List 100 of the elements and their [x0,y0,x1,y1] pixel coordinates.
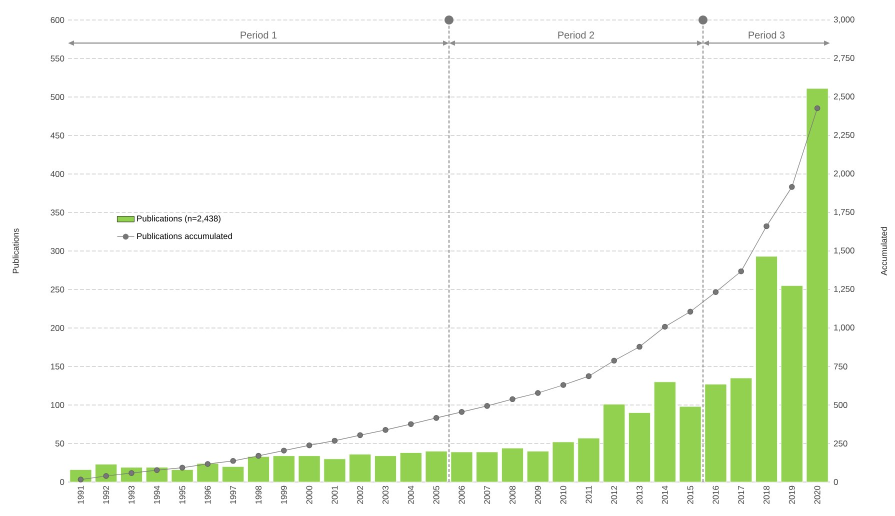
point [636,344,642,350]
point [764,223,770,230]
bar [95,464,118,482]
bar [374,456,396,482]
point [687,308,694,315]
legend-label: Publications accumulated [137,232,232,240]
point [204,461,211,467]
bar [552,442,574,482]
y-tick-label: 450 [50,132,64,138]
x-tick-label: 2012 [611,486,618,504]
point [154,467,160,474]
point [78,476,84,482]
point [484,403,490,409]
point [789,184,795,190]
point [306,442,312,448]
bar [654,382,676,482]
bar [704,384,727,482]
x-tick-label: 2018 [764,486,770,504]
bar [756,256,778,482]
y-tick-label: 150 [50,364,64,370]
bar [425,451,448,482]
x-tick-label: 2009 [534,486,541,504]
bar [272,456,295,482]
point [458,409,465,415]
x-tick-label: 2005 [433,486,440,504]
x-tick-label: 1997 [230,486,236,504]
bar [502,448,524,482]
bar [400,452,422,482]
y2-tick-label: 1,750 [834,209,854,216]
y2-tick-label: 250 [834,440,848,446]
x-tick-label: 2000 [306,486,312,504]
bar [324,458,346,482]
bar [222,466,244,482]
point [408,421,414,427]
x-tick-label: 1998 [256,486,262,504]
y-tick-label: 250 [50,286,64,292]
point [382,427,388,433]
y-tick-label: 300 [50,248,64,254]
y2-tick-label: 2,000 [834,170,854,178]
bar [298,456,320,482]
x-tick-label: 2013 [636,486,642,504]
y2-tick-label: 750 [834,364,848,370]
y-tick-label: 50 [55,440,64,446]
x-tick-label: 2020 [814,486,820,504]
bar [806,88,828,482]
point [357,432,363,438]
x-tick-label: 2002 [357,486,364,504]
x-tick-label: 1992 [103,486,110,504]
y2-tick-label: 2,500 [834,94,854,100]
annotation: Period 3 [748,31,785,39]
x-tick-label: 1996 [204,486,211,504]
y2-tick-label: 500 [834,402,848,408]
bar [679,406,702,482]
point [586,373,592,380]
x-tick-label: 2016 [712,486,719,504]
point [230,458,236,464]
y2-axis-title: Accumulated [880,227,887,276]
bar [628,412,650,482]
annotation: Period 2 [558,31,594,39]
x-tick-label: 2003 [382,486,388,504]
point [712,289,719,296]
x-tick-label: 2011 [586,486,592,504]
y2-tick-label: 0 [834,479,838,485]
point [179,464,186,471]
y-tick-label: 400 [50,171,64,177]
x-tick-label: 1991 [78,486,84,504]
point [256,452,262,459]
bar [349,454,372,482]
bar [171,469,194,482]
bar [476,452,498,482]
x-tick-label: 1994 [154,486,160,504]
x-tick-label: 2014 [662,486,668,504]
y2-tick-label: 1,000 [834,324,854,332]
point [510,396,516,402]
y2-tick-label: 1,500 [834,248,854,254]
bar [603,404,626,482]
y-tick-label: 100 [50,402,64,408]
x-tick-label: 2015 [687,486,694,504]
y2-tick-label: 2,250 [834,132,854,139]
point [662,324,668,330]
x-tick-label: 1999 [280,486,287,504]
x-tick-label: 2010 [560,486,566,504]
x-tick-label: 1995 [179,486,186,504]
bar [526,451,549,482]
y-axis-title: Publications [12,228,19,274]
y-tick-label: 600 [50,17,64,23]
bar [578,438,600,482]
y2-tick-label: 2,750 [834,55,854,62]
point [433,415,440,421]
x-tick-label: 2006 [458,486,465,504]
x-tick-label: 2007 [484,486,490,504]
y2-tick-label: 1,250 [834,286,854,293]
legend-label: Publications (n=2,438) [137,215,220,224]
bar [248,456,270,482]
annotation: Period 1 [240,31,277,39]
x-tick-label: 2004 [408,486,414,504]
x-tick-label: 1993 [128,486,134,504]
point [332,438,338,444]
x-tick-label: 2008 [510,486,516,504]
x-tick-label: 2001 [332,486,338,504]
